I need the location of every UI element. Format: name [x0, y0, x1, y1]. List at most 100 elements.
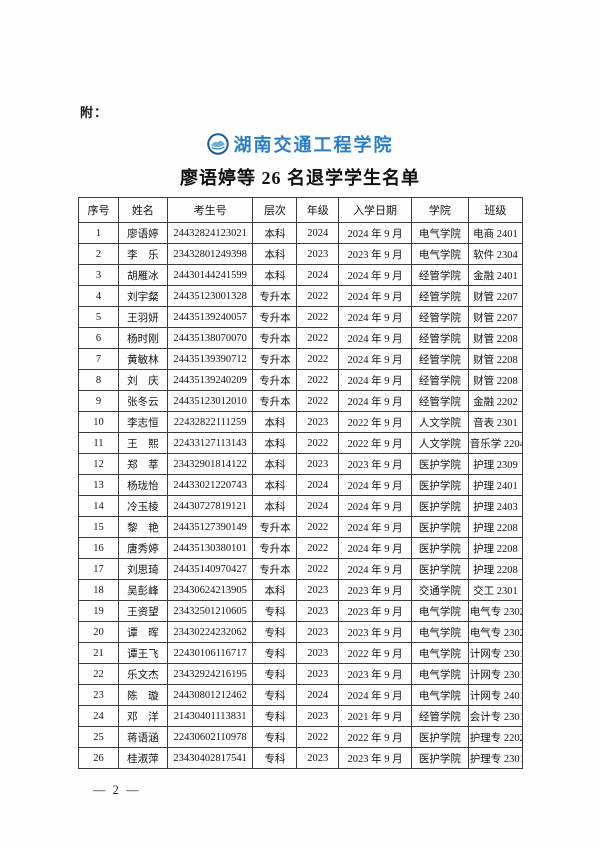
cell-candidate-no: 24435138070070: [166, 327, 254, 349]
cell-class: 音表 2301: [467, 411, 524, 433]
cell-class: 财管 2207: [467, 285, 524, 307]
table-row: 18 吴彭峰 23430624213905 本科 2023 2023 年 9 月…: [78, 579, 524, 601]
cell-name: 王资望: [117, 600, 168, 622]
cell-level: 专科: [252, 684, 298, 706]
cell-class: 护理 2309: [467, 453, 524, 475]
cell-level: 本科: [252, 222, 298, 244]
table-row: 7 黄敏林 24435139390712 专升本 2022 2024 年 9 月…: [78, 348, 524, 370]
cell-class: 计网专 2301: [467, 642, 524, 664]
cell-grade: 2022: [296, 537, 340, 559]
cell-index: 2: [78, 243, 119, 265]
cell-grade: 2024: [296, 684, 340, 706]
cell-level: 本科: [252, 432, 298, 454]
cell-name: 廖语婷: [117, 222, 168, 244]
cell-class: 护理 2403: [467, 495, 524, 517]
cell-candidate-no: 24435123012010: [166, 390, 254, 412]
cell-grade: 2023: [296, 600, 340, 622]
cell-level: 专升本: [252, 558, 298, 580]
cell-enroll-date: 2023 年 9 月: [338, 579, 412, 601]
header-row: 序号 姓名 考生号 层次 年级 入学日期 学院 班级: [78, 197, 524, 223]
cell-grade: 2022: [296, 369, 340, 391]
cell-enroll-date: 2024 年 9 月: [338, 264, 412, 286]
cell-class: 音乐学 2204: [467, 432, 524, 454]
cell-index: 21: [78, 642, 119, 664]
cell-level: 本科: [252, 264, 298, 286]
cell-grade: 2023: [296, 621, 340, 643]
cell-index: 10: [78, 411, 119, 433]
cell-enroll-date: 2023 年 9 月: [338, 243, 412, 265]
cell-college: 电气学院: [410, 663, 469, 685]
cell-college: 电气学院: [410, 621, 469, 643]
table-row: 13 杨珑怡 24433021220743 本科 2024 2024 年 9 月…: [78, 474, 524, 496]
cell-college: 医护学院: [410, 558, 469, 580]
student-table-body: 1 廖语婷 24432824123021 本科 2024 2024 年 9 月 …: [78, 222, 524, 769]
cell-class: 电气专 2302: [467, 600, 524, 622]
cell-class: 护理专 2202: [467, 726, 524, 748]
cell-enroll-date: 2024 年 9 月: [338, 390, 412, 412]
cell-candidate-no: 24435130380101: [166, 537, 254, 559]
cell-name: 陈 璇: [117, 684, 168, 706]
cell-enroll-date: 2024 年 9 月: [338, 222, 412, 244]
cell-class: 金融 2401: [467, 264, 524, 286]
cell-grade: 2023: [296, 453, 340, 475]
col-header-level: 层次: [252, 197, 298, 223]
table-row: 15 黎 艳 24435127390149 专升本 2022 2024 年 9 …: [78, 516, 524, 538]
col-header-grade: 年级: [296, 197, 340, 223]
cell-index: 6: [78, 327, 119, 349]
cell-index: 7: [78, 348, 119, 370]
cell-candidate-no: 23430402817541: [166, 747, 254, 769]
cell-candidate-no: 24435140970427: [166, 558, 254, 580]
cell-level: 专升本: [252, 285, 298, 307]
cell-index: 5: [78, 306, 119, 328]
cell-level: 本科: [252, 453, 298, 475]
cell-class: 财管 2208: [467, 369, 524, 391]
cell-index: 25: [78, 726, 119, 748]
cell-class: 计网专 2301: [467, 663, 524, 685]
cell-college: 电气学院: [410, 600, 469, 622]
table-row: 23 陈 璇 24430801212462 专科 2024 2024 年 9 月…: [78, 684, 524, 706]
document-title: 廖语婷等 26 名退学学生名单: [180, 168, 420, 188]
cell-index: 17: [78, 558, 119, 580]
cell-candidate-no: 23430624213905: [166, 579, 254, 601]
cell-enroll-date: 2024 年 9 月: [338, 537, 412, 559]
cell-name: 王羽妍: [117, 306, 168, 328]
cell-grade: 2022: [296, 306, 340, 328]
cell-name: 刘宇粲: [117, 285, 168, 307]
cell-candidate-no: 24433021220743: [166, 474, 254, 496]
cell-level: 专科: [252, 600, 298, 622]
cell-level: 本科: [252, 495, 298, 517]
cell-candidate-no: 24435139240209: [166, 369, 254, 391]
cell-index: 22: [78, 663, 119, 685]
cell-grade: 2022: [296, 285, 340, 307]
cell-enroll-date: 2023 年 9 月: [338, 600, 412, 622]
cell-college: 医护学院: [410, 453, 469, 475]
table-row: 20 谭 晖 23430224232062 专科 2023 2023 年 9 月…: [78, 621, 524, 643]
cell-grade: 2023: [296, 579, 340, 601]
cell-college: 电气学院: [410, 642, 469, 664]
cell-name: 黄敏林: [117, 348, 168, 370]
cell-class: 财管 2207: [467, 306, 524, 328]
table-row: 10 李志恒 22432822111259 本科 2023 2022 年 9 月…: [78, 411, 524, 433]
col-header-name: 姓名: [117, 197, 168, 223]
cell-class: 护理 2208: [467, 516, 524, 538]
cell-enroll-date: 2023 年 9 月: [338, 453, 412, 475]
cell-college: 交通学院: [410, 579, 469, 601]
cell-index: 23: [78, 684, 119, 706]
table-row: 11 王 熙 22433127113143 本科 2022 2022 年 9 月…: [78, 432, 524, 454]
cell-name: 黎 艳: [117, 516, 168, 538]
cell-index: 8: [78, 369, 119, 391]
table-row: 6 杨时刚 24435138070070 专升本 2022 2024 年 9 月…: [78, 327, 524, 349]
cell-enroll-date: 2024 年 9 月: [338, 516, 412, 538]
cell-college: 经管学院: [410, 327, 469, 349]
cell-name: 谭王飞: [117, 642, 168, 664]
cell-college: 电气学院: [410, 684, 469, 706]
cell-grade: 2022: [296, 432, 340, 454]
cell-candidate-no: 22433127113143: [166, 432, 254, 454]
cell-college: 医护学院: [410, 726, 469, 748]
table-row: 8 刘 庆 24435139240209 专升本 2022 2024 年 9 月…: [78, 369, 524, 391]
table-row: 12 郑 莘 23432901814122 本科 2023 2023 年 9 月…: [78, 453, 524, 475]
cell-candidate-no: 24435139390712: [166, 348, 254, 370]
cell-grade: 2024: [296, 474, 340, 496]
cell-candidate-no: 24432824123021: [166, 222, 254, 244]
